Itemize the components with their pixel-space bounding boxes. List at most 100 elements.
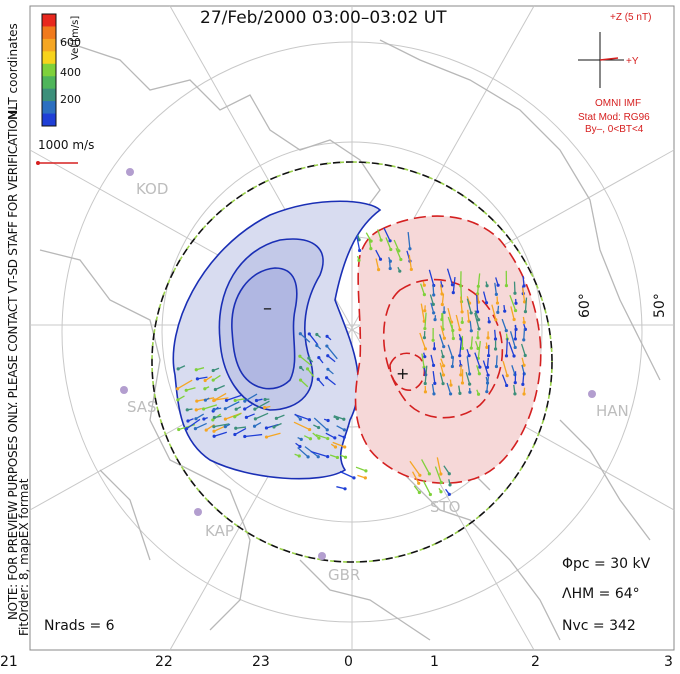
velocity-vector <box>300 379 309 388</box>
velocity-vector <box>446 382 452 395</box>
velocity-vector <box>521 357 525 366</box>
colorbar-border <box>41 13 57 127</box>
velocity-vector <box>235 398 245 402</box>
velocity-vector <box>466 348 470 356</box>
velocity-vector <box>447 344 454 358</box>
velocity-vector <box>330 443 336 448</box>
velocity-vector <box>196 407 202 411</box>
velocity-vector <box>385 237 392 250</box>
velocity-vector <box>469 321 472 331</box>
velocity-vector <box>459 339 463 356</box>
velocity-vector <box>474 310 480 320</box>
velocity-vector <box>413 485 420 493</box>
velocity-vector <box>266 432 281 438</box>
velocity-vector <box>307 368 315 378</box>
station-sas: SAS <box>127 398 157 416</box>
velocity-vector <box>214 397 229 401</box>
velocity-vector <box>177 379 193 390</box>
velocity-vector <box>451 357 454 367</box>
mlt-tick-0: 0 <box>344 654 353 670</box>
velocity-vector <box>432 371 436 384</box>
velocity-vector <box>476 389 480 395</box>
velocity-vector <box>452 276 456 293</box>
colorbar-tick-200: 200 <box>60 93 81 106</box>
velocity-vector <box>203 404 218 410</box>
velocity-vector <box>255 412 269 420</box>
velocity-vector <box>491 304 497 320</box>
velocity-vector <box>434 466 442 483</box>
velocity-vector <box>465 372 471 385</box>
velocity-vector <box>430 302 435 314</box>
velocity-vector <box>323 418 329 422</box>
velocity-vector <box>256 398 263 402</box>
velocity-vector <box>455 314 461 330</box>
velocity-vector <box>197 376 208 380</box>
mlt-tick-22: 22 <box>155 654 173 670</box>
velocity-vector <box>441 293 445 305</box>
colorbar-segment <box>42 63 56 77</box>
velocity-vector <box>494 329 497 339</box>
mlt-tick-3: 3 <box>664 654 673 670</box>
velocity-vector <box>235 426 247 429</box>
mlt-tick-23: 23 <box>252 654 270 670</box>
velocity-vector <box>213 407 222 411</box>
velocity-vector <box>477 273 481 287</box>
velocity-vector <box>355 466 367 472</box>
velocity-vector <box>470 336 473 349</box>
velocity-vector <box>316 345 322 350</box>
velocity-vector <box>447 307 453 323</box>
velocity-vector <box>215 384 225 391</box>
velocity-vector <box>438 487 442 493</box>
positive-cell-inner <box>389 352 426 391</box>
mlt-tick-21: 21 <box>0 654 18 670</box>
velocity-vector <box>313 424 319 429</box>
velocity-vector <box>254 400 270 410</box>
velocity-vector <box>502 361 508 376</box>
velocity-vector <box>195 413 205 420</box>
station-sto: STO <box>430 498 461 516</box>
velocity-vector <box>485 281 488 286</box>
velocity-vector <box>487 316 490 322</box>
velocity-vector <box>276 414 285 419</box>
colorbar-segment <box>42 88 56 102</box>
velocity-vector <box>477 340 481 359</box>
velocity-vector <box>440 358 445 367</box>
velocity-vector <box>375 249 382 260</box>
velocity-vector <box>336 486 346 490</box>
velocity-vector <box>495 277 499 286</box>
velocity-vector <box>339 470 355 479</box>
velocity-vector <box>424 365 428 384</box>
colorbar-segment <box>42 101 56 115</box>
velocity-vector <box>333 416 338 420</box>
colorbar-label: Vel [m/s] <box>70 15 81 60</box>
velocity-vector <box>356 255 360 261</box>
velocity-vector <box>458 385 461 394</box>
velocity-vector <box>520 343 526 356</box>
velocity-vector-origin <box>195 377 200 381</box>
velocity-vector <box>439 362 445 376</box>
imf-plus-z-label: +Z (5 nT) <box>610 12 652 23</box>
velocity-vector <box>357 474 366 479</box>
velocity-vector <box>313 417 328 431</box>
velocity-vector <box>522 316 525 323</box>
velocity-vector <box>377 229 382 241</box>
velocity-vector <box>438 334 445 347</box>
velocity-vector <box>264 405 271 409</box>
stat-model-label: Stat Mod: RG96 <box>578 112 650 123</box>
velocity-vector <box>482 360 489 376</box>
colorbar-tick-600: 600 <box>60 36 81 49</box>
velocity-vector <box>295 442 301 448</box>
velocity-vector <box>212 367 220 372</box>
velocity-vector <box>177 395 185 401</box>
velocity-vector <box>445 488 450 495</box>
speed-scale-dot <box>36 161 40 165</box>
velocity-vector <box>254 421 262 427</box>
velocity-vector <box>497 305 500 313</box>
mlt-tick-2: 2 <box>531 654 540 670</box>
velocity-vector <box>244 393 258 402</box>
velocity-vector <box>428 269 435 286</box>
velocity-vector <box>357 234 360 240</box>
velocity-vector <box>501 374 508 386</box>
velocity-vector <box>225 401 240 410</box>
velocity-vector <box>300 367 305 372</box>
